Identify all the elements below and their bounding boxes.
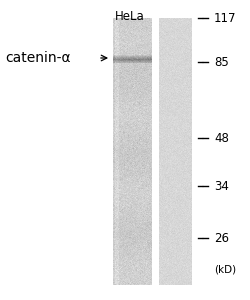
Text: HeLa: HeLa bbox=[115, 10, 145, 23]
Text: catenin-α: catenin-α bbox=[5, 51, 71, 65]
Text: 117: 117 bbox=[214, 11, 236, 25]
Text: 26: 26 bbox=[214, 232, 229, 244]
Text: (kD): (kD) bbox=[214, 265, 236, 275]
Text: 48: 48 bbox=[214, 131, 229, 145]
Text: 34: 34 bbox=[214, 179, 229, 193]
Text: 85: 85 bbox=[214, 56, 229, 68]
